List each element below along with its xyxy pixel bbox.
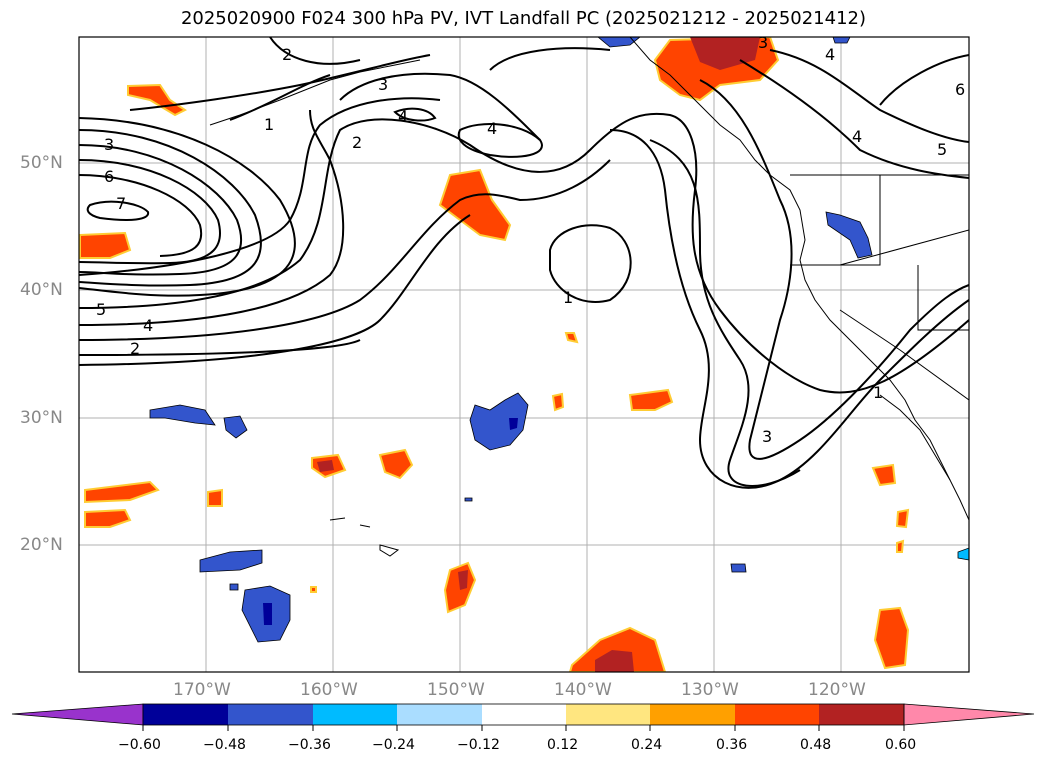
contour-label: 5 <box>937 140 947 159</box>
map-plot-area: 3 6 7 5 4 2 1 2 3 4 4 2 1 3 4 5 6 4 1 3 <box>79 33 969 672</box>
colorbar-tick-label: 0.12 <box>547 737 579 753</box>
colorbar-segment <box>143 704 228 725</box>
positive-anomaly-shading <box>79 37 910 672</box>
colorbar-segment <box>735 704 820 725</box>
pv-contours <box>79 37 969 489</box>
colorbar-tick-label: 0.48 <box>800 737 832 753</box>
colorbar-tick-label: −0.12 <box>457 737 500 753</box>
colorbar-segment <box>313 704 398 725</box>
contour-label: 1 <box>873 383 883 402</box>
coastlines <box>209 37 969 557</box>
lon-label: 130°W <box>681 680 739 700</box>
contour-label: 7 <box>116 194 126 213</box>
lon-label: 120°W <box>808 680 866 700</box>
colorbar-segment <box>819 704 904 725</box>
contour-label: 4 <box>398 107 408 126</box>
contour-label: 6 <box>955 80 965 99</box>
colorbar-extend-min <box>11 703 144 726</box>
contour-label: 3 <box>758 33 768 52</box>
lon-label: 140°W <box>554 680 612 700</box>
contour-label: 4 <box>487 119 497 138</box>
lat-label: 20°N <box>20 535 63 555</box>
colorbar-segment <box>228 704 313 725</box>
colorbar-segment <box>482 704 567 725</box>
contour-label: 3 <box>378 75 388 94</box>
contour-labels: 3 6 7 5 4 2 1 2 3 4 4 2 1 3 4 5 6 4 1 3 <box>96 33 965 446</box>
colorbar-tick-label: 0.60 <box>885 737 917 753</box>
lon-label: 150°W <box>427 680 485 700</box>
colorbar-tick-label: −0.48 <box>203 737 246 753</box>
contour-label: 2 <box>282 45 292 64</box>
map-frame <box>78 36 970 673</box>
lat-label: 40°N <box>20 280 63 300</box>
lon-label: 160°W <box>300 680 358 700</box>
map-title: 2025020900 F024 300 hPa PV, IVT Landfall… <box>180 8 867 29</box>
colorbar-tick-label: 0.24 <box>631 737 663 753</box>
contour-label: 3 <box>762 427 772 446</box>
contour-label: 4 <box>852 127 862 146</box>
contour-label: 6 <box>104 167 114 186</box>
contour-label: 4 <box>143 316 153 335</box>
contour-label: 1 <box>264 115 274 134</box>
colorbar-tick-label: 0.36 <box>716 737 748 753</box>
colorbar-segment <box>566 704 651 725</box>
contour-label: 2 <box>352 133 362 152</box>
colorbar-segment <box>650 704 735 725</box>
contour-label: 2 <box>130 339 140 358</box>
contour-label: 1 <box>563 288 573 307</box>
colorbar-tick-label: −0.24 <box>372 737 415 753</box>
colorbar <box>11 703 1035 731</box>
contour-label: 3 <box>104 135 114 154</box>
colorbar-tick-label: −0.36 <box>288 737 331 753</box>
colorbar-segment <box>397 704 482 725</box>
lon-label: 170°W <box>173 680 231 700</box>
lat-label: 50°N <box>20 153 63 173</box>
colorbar-tick-label: −0.60 <box>118 737 161 753</box>
lat-label: 30°N <box>20 408 63 428</box>
negative-anomaly-shading <box>149 37 969 643</box>
contour-label: 5 <box>96 300 106 319</box>
contour-label: 4 <box>825 45 835 64</box>
